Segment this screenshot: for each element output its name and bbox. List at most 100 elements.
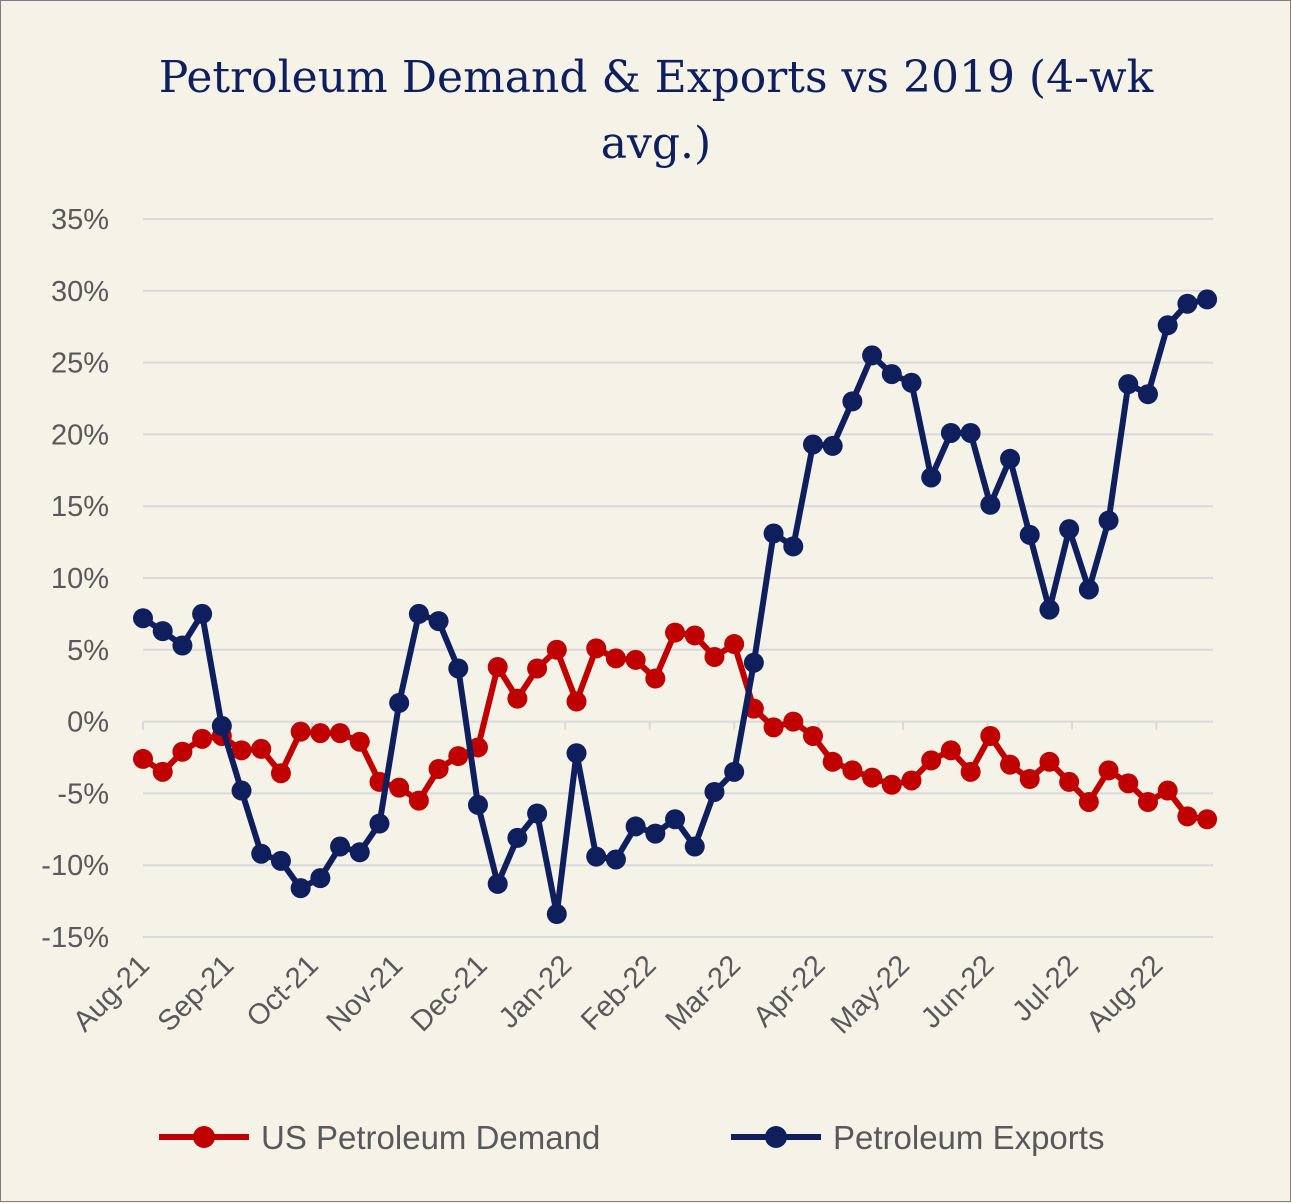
data-point <box>1098 510 1119 531</box>
data-point <box>862 767 883 788</box>
data-point <box>783 536 804 557</box>
data-point <box>408 790 429 811</box>
data-point <box>704 646 725 667</box>
x-tick-label: Jun-22 <box>915 949 1000 1034</box>
data-point <box>605 849 626 870</box>
data-point <box>1197 289 1218 310</box>
data-point <box>763 717 784 738</box>
legend-label: Petroleum Exports <box>833 1119 1104 1156</box>
data-point <box>724 634 745 655</box>
data-point <box>1177 806 1198 827</box>
x-tick-label: Jul-22 <box>1006 949 1084 1027</box>
data-point <box>1039 751 1060 772</box>
x-tick-label: Aug-22 <box>1081 949 1170 1038</box>
data-point <box>1019 769 1040 790</box>
data-point <box>665 622 686 643</box>
data-point <box>133 608 153 629</box>
data-point <box>724 761 745 782</box>
data-point <box>349 842 370 863</box>
data-point <box>330 723 351 744</box>
data-point <box>133 748 153 769</box>
legend-swatch-marker <box>193 1126 215 1148</box>
x-tick-label: Apr-22 <box>747 949 831 1033</box>
chart-title: Petroleum Demand & Exports vs 2019 (4-wk… <box>158 52 1154 169</box>
data-point <box>1157 780 1178 801</box>
data-point <box>1078 579 1099 600</box>
y-tick-label: 30% <box>51 276 109 308</box>
data-point <box>290 878 311 899</box>
data-point <box>940 422 961 443</box>
data-point <box>1137 792 1158 813</box>
data-point <box>487 657 508 678</box>
data-point <box>369 813 390 834</box>
data-point <box>842 391 863 412</box>
y-tick-label: 15% <box>51 491 109 523</box>
x-tick-label: Nov-21 <box>321 949 410 1038</box>
legend-label: US Petroleum Demand <box>261 1119 600 1156</box>
data-point <box>822 751 843 772</box>
data-point <box>645 823 666 844</box>
data-point <box>980 725 1001 746</box>
data-point <box>802 725 823 746</box>
x-tick-label: Oct-21 <box>241 949 325 1033</box>
data-point <box>1118 773 1139 794</box>
data-point <box>743 652 764 673</box>
y-tick-label: 5% <box>67 635 109 667</box>
data-point <box>310 723 331 744</box>
y-tick-label: 0% <box>67 707 109 739</box>
data-point <box>901 372 922 393</box>
data-point <box>527 803 548 824</box>
data-point <box>625 816 646 837</box>
x-tick-label: Mar-22 <box>660 949 748 1037</box>
data-point <box>349 731 370 752</box>
data-point <box>960 761 981 782</box>
legend-swatch-marker <box>765 1126 787 1148</box>
data-point <box>330 836 351 857</box>
data-point <box>1078 792 1099 813</box>
data-point <box>566 691 587 712</box>
data-point <box>1157 315 1178 336</box>
data-point <box>586 846 607 867</box>
y-tick-label: 35% <box>51 204 109 236</box>
data-point <box>389 692 410 713</box>
data-point <box>704 781 725 802</box>
data-point <box>645 668 666 689</box>
data-point <box>802 434 823 455</box>
x-tick-label: May-22 <box>825 949 916 1040</box>
x-tick-label: Sep-21 <box>152 949 241 1038</box>
data-point <box>960 422 981 443</box>
y-tick-label: 10% <box>51 563 109 595</box>
data-point <box>862 345 883 366</box>
data-point <box>586 638 607 659</box>
x-tick-label: Jan-22 <box>493 949 578 1034</box>
data-point <box>310 868 331 889</box>
data-point <box>152 761 173 782</box>
data-point <box>881 364 902 385</box>
data-point <box>152 621 173 642</box>
y-tick-label: 20% <box>51 419 109 451</box>
data-point <box>546 639 567 660</box>
x-tick-label: Aug-21 <box>67 949 156 1038</box>
data-point <box>1177 293 1198 314</box>
data-point <box>270 763 291 784</box>
data-point <box>1059 771 1080 792</box>
data-point <box>763 523 784 544</box>
data-point <box>684 836 705 857</box>
data-point <box>389 777 410 798</box>
y-tick-label: -5% <box>57 778 109 810</box>
data-point <box>448 658 469 679</box>
data-point <box>605 648 626 669</box>
data-point <box>921 750 942 771</box>
data-point <box>684 625 705 646</box>
data-point <box>625 649 646 670</box>
data-point <box>1000 754 1021 775</box>
data-point <box>901 770 922 791</box>
data-point <box>842 760 863 781</box>
data-point <box>428 611 449 632</box>
data-point <box>1019 524 1040 545</box>
data-point <box>1059 519 1080 540</box>
data-point <box>487 873 508 894</box>
data-point <box>192 728 213 749</box>
